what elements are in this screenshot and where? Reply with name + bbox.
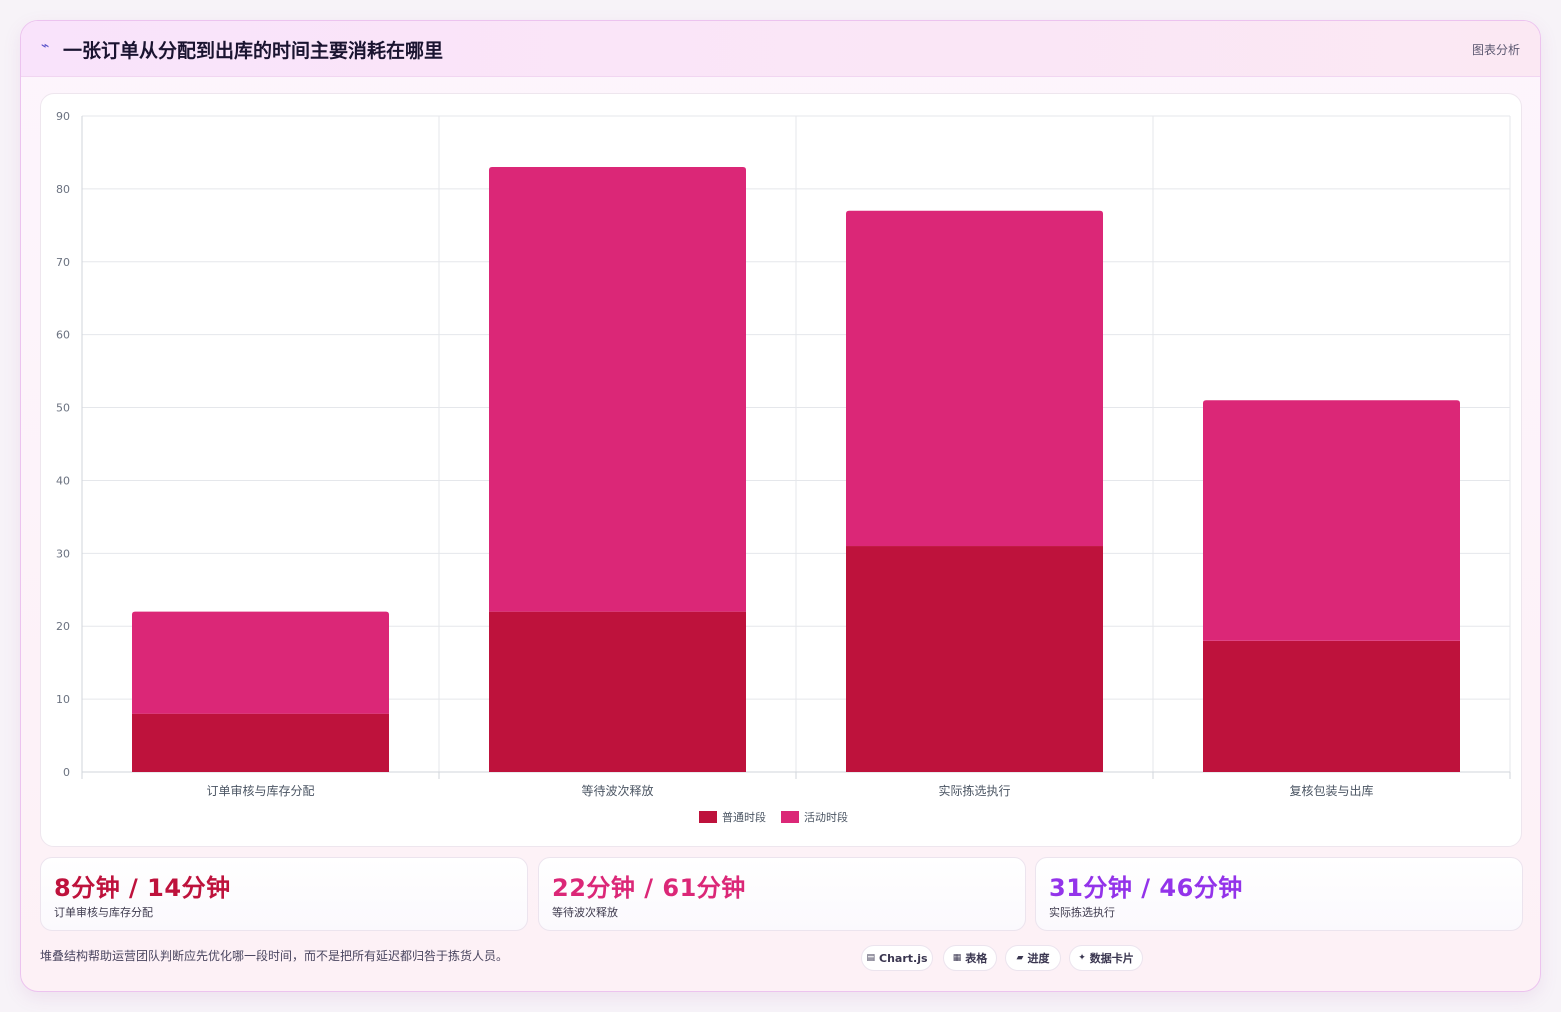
stat-value: 8分钟 / 14分钟 bbox=[54, 874, 231, 902]
chart-container: 0 10 20 30 40 50 60 70 80 90 订单审核与库存分配 等待波次释放 实际拣选执行… bbox=[40, 93, 1522, 847]
chip-label: Chart.js bbox=[879, 951, 928, 965]
chip-table[interactable]: ▦ 表格 bbox=[943, 945, 997, 971]
table-icon: ▦ bbox=[952, 953, 962, 963]
stat-label: 等待波次释放 bbox=[552, 906, 618, 919]
bar-segment-promo bbox=[846, 210, 1103, 547]
bar-segment-normal bbox=[846, 546, 1103, 772]
stat-label: 实际拣选执行 bbox=[1049, 906, 1115, 919]
y-tick-label: 70 bbox=[56, 256, 70, 269]
x-tick-label: 复核包装与出库 bbox=[1289, 783, 1373, 798]
chip-label: 表格 bbox=[965, 952, 988, 965]
lightning-icon: ⌁ bbox=[41, 38, 50, 54]
stat-value: 31分钟 / 46分钟 bbox=[1049, 874, 1243, 902]
y-tick-label: 30 bbox=[56, 547, 70, 560]
y-tick-label: 90 bbox=[56, 110, 70, 123]
bar-segment-promo bbox=[489, 167, 746, 612]
y-tick-label: 20 bbox=[56, 620, 70, 633]
chip-label: 数据卡片 bbox=[1089, 952, 1134, 965]
bar-segment-normal bbox=[1203, 640, 1460, 772]
y-tick-label: 10 bbox=[56, 693, 70, 706]
y-tick-label: 50 bbox=[56, 402, 70, 415]
chip-label: 进度 bbox=[1027, 952, 1050, 965]
chart-icon: ▤ bbox=[866, 953, 875, 963]
chart-card: ⌁ 一张订单从分配到出库的时间主要消耗在哪里 图表分析 0 10 20 30 40 50 6… bbox=[20, 20, 1541, 992]
bar-segment-promo bbox=[132, 611, 389, 714]
legend-label: 活动时段 bbox=[804, 810, 848, 824]
x-tick-label: 订单审核与库存分配 bbox=[206, 783, 314, 798]
y-tick-label: 40 bbox=[56, 474, 70, 487]
stat-label: 订单审核与库存分配 bbox=[54, 906, 153, 919]
chip-progress[interactable]: ▰ 进度 bbox=[1005, 945, 1061, 971]
x-tick-label: 等待波次释放 bbox=[581, 783, 653, 798]
page-title: 一张订单从分配到出库的时间主要消耗在哪里 bbox=[63, 40, 444, 62]
legend-swatch bbox=[699, 811, 717, 823]
stat-card-picking: 31分钟 / 46分钟 实际拣选执行 bbox=[1035, 857, 1523, 931]
chart-analysis-tag: 图表分析 bbox=[1471, 43, 1520, 57]
sparkle-icon: ✦ bbox=[1078, 953, 1086, 963]
y-tick-label: 0 bbox=[63, 766, 70, 779]
footnote: 堆叠结构帮助运营团队判断应先优化哪一段时间，而不是把所有延迟都归咎于拣货人员。 bbox=[40, 949, 509, 963]
progress-icon: ▰ bbox=[1016, 953, 1024, 963]
chip-data-card[interactable]: ✦ 数据卡片 bbox=[1069, 945, 1143, 971]
bar-segment-normal bbox=[132, 713, 389, 772]
x-tick-label: 实际拣选执行 bbox=[938, 783, 1010, 798]
card-header: ⌁ 一张订单从分配到出库的时间主要消耗在哪里 图表分析 bbox=[21, 21, 1540, 77]
stat-card-audit: 8分钟 / 14分钟 订单审核与库存分配 bbox=[40, 857, 528, 931]
bar-segment-promo bbox=[1203, 400, 1460, 641]
y-tick-label: 80 bbox=[56, 183, 70, 196]
legend-swatch bbox=[781, 811, 799, 823]
stat-value: 22分钟 / 61分钟 bbox=[552, 874, 746, 902]
chip-chartjs[interactable]: ▤ Chart.js bbox=[861, 945, 933, 971]
stat-card-wave-wait: 22分钟 / 61分钟 等待波次释放 bbox=[538, 857, 1026, 931]
y-tick-label: 60 bbox=[56, 329, 70, 342]
bar-segment-normal bbox=[489, 611, 746, 772]
stacked-bar-chart: 0 10 20 30 40 50 60 70 80 90 订单审核与库存分配 等待波次释放 实际拣选执行… bbox=[56, 110, 1511, 824]
legend-label: 普通时段 bbox=[722, 810, 766, 824]
